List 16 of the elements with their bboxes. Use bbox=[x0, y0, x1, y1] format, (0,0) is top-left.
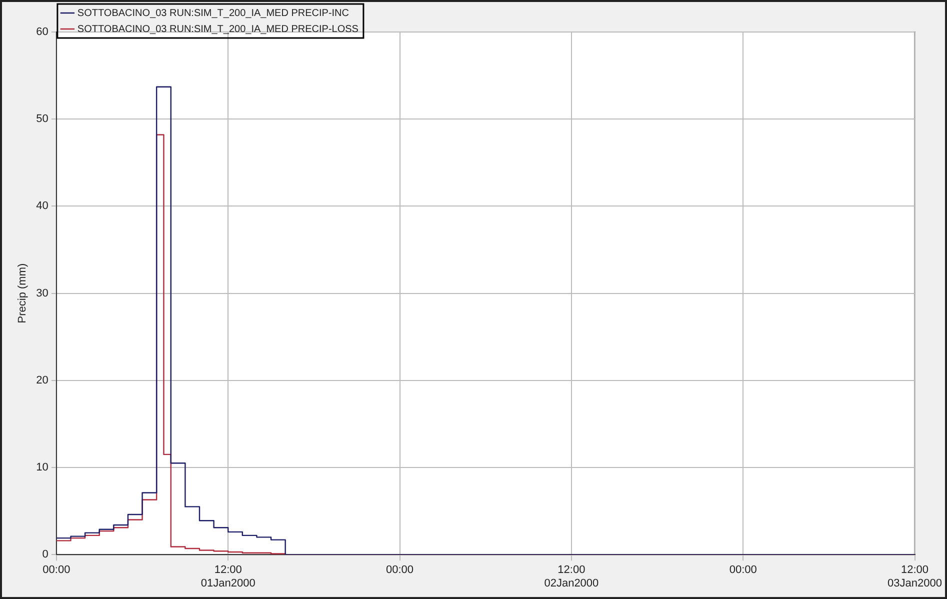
y-tick-label: 30 bbox=[36, 287, 48, 300]
y-tick-label: 0 bbox=[42, 548, 48, 561]
x-tick-label: 00:00 bbox=[729, 564, 757, 576]
x-tick-label: 12:00 03Jan2000 bbox=[888, 564, 942, 590]
y-tick-label: 60 bbox=[36, 26, 48, 38]
legend-label: SOTTOBACINO_03 RUN:SIM_T_200_IA_MED PRECIP-LOSS bbox=[77, 24, 359, 35]
x-tick-label: 00:00 bbox=[42, 564, 70, 576]
legend-label: SOTTOBACINO_03 RUN:SIM_T_200_IA_MED PRECIP-INC bbox=[77, 8, 349, 19]
x-tick-label: 00:00 bbox=[386, 564, 414, 576]
x-tick-label: 12:00 02Jan2000 bbox=[544, 564, 599, 590]
y-tick-label: 40 bbox=[36, 200, 48, 212]
x-tick-label: 12:00 01Jan2000 bbox=[200, 564, 256, 590]
y-tick-label: 50 bbox=[36, 113, 48, 126]
y-tick-label: 20 bbox=[36, 374, 48, 386]
y-tick-label: 10 bbox=[36, 462, 48, 474]
y-axis-title: Precip (mm) bbox=[16, 263, 29, 324]
